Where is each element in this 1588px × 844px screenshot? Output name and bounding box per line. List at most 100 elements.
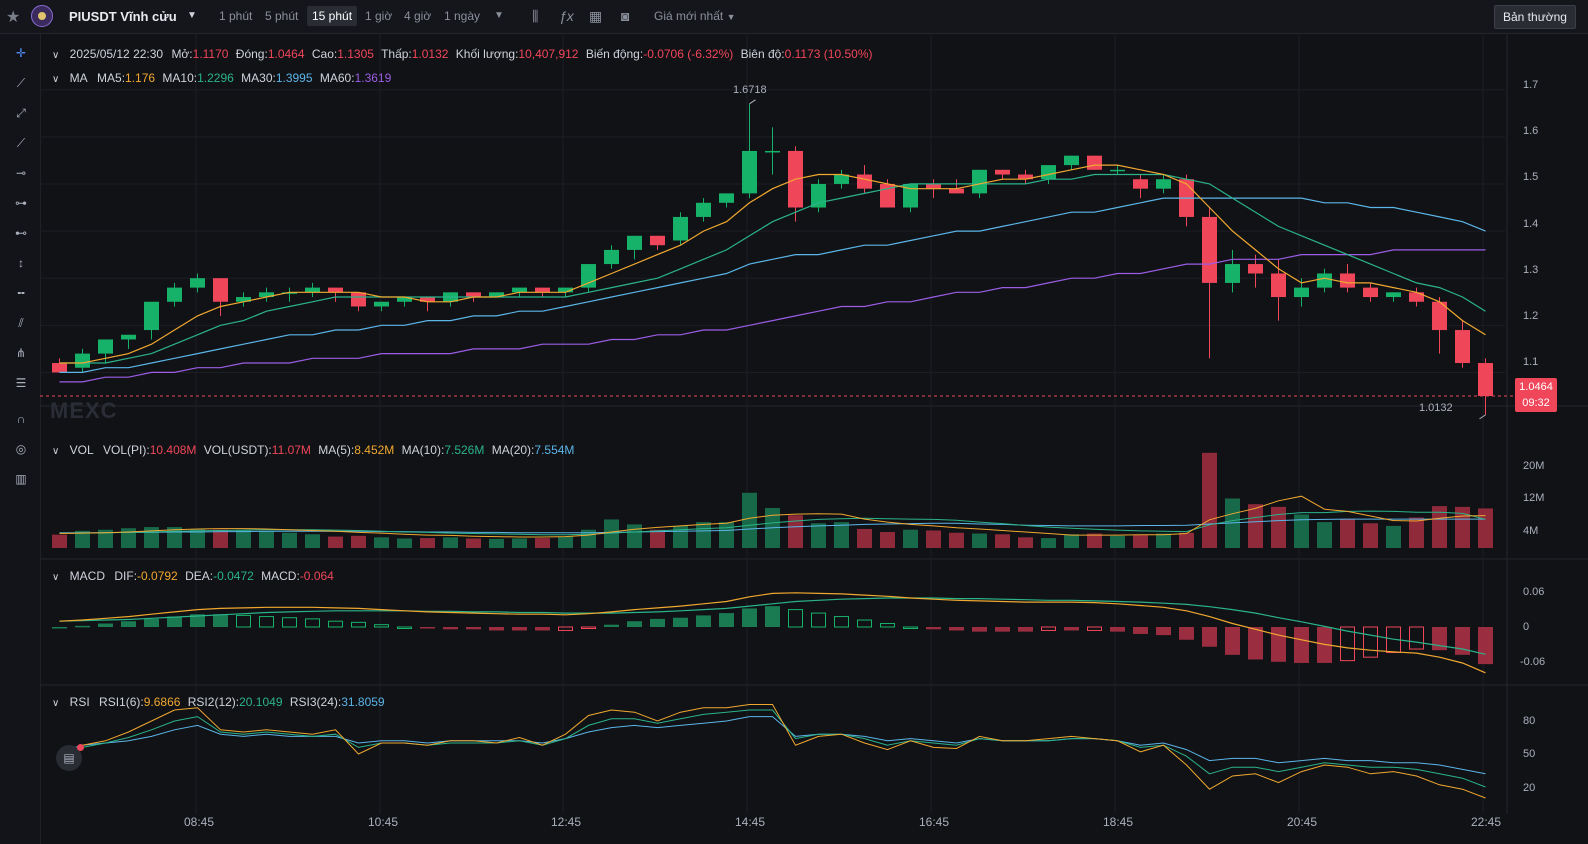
symbol-title[interactable]: PIUSDT Vĩnh cửu <box>69 9 177 24</box>
macd-histogram-bar <box>857 619 872 628</box>
candle-body <box>282 292 297 294</box>
macd-histogram-bar <box>213 614 228 627</box>
candle-body <box>926 183 941 189</box>
candle-body <box>604 249 619 265</box>
macd-histogram-bar <box>259 616 274 628</box>
macd-histogram-bar <box>972 627 987 632</box>
calendar-notification-icon[interactable]: ▤ <box>56 744 84 771</box>
timeframe-1m[interactable]: 1 phút <box>219 9 253 23</box>
macd-histogram-bar <box>650 618 665 627</box>
horizontal-segment-icon[interactable]: ⊷ <box>15 226 27 240</box>
ohlc-legend: ∨ 2025/05/12 22:30 Mở:1.1170 Đóng:1.0464… <box>52 47 873 61</box>
collapse-chevron-icon[interactable]: ∨ <box>52 446 60 457</box>
candle-body <box>1248 264 1263 274</box>
macd-histogram-bar <box>351 621 366 628</box>
candle-body <box>627 235 642 250</box>
candle-body <box>190 278 205 288</box>
trend-line-icon[interactable]: ⟋ <box>16 76 26 90</box>
candle-body <box>1202 216 1217 283</box>
candle-body <box>1064 155 1079 166</box>
macd-histogram-bar <box>397 626 412 629</box>
timeframe-15m[interactable]: 15 phút <box>307 6 358 26</box>
candle-body <box>1317 273 1332 288</box>
candle-type-icon[interactable]: ⫼ <box>532 8 539 24</box>
collapse-chevron-icon[interactable]: ∨ <box>52 74 60 85</box>
crosshair-icon[interactable]: ✛ <box>15 46 27 60</box>
rsi-tick: 20 <box>1523 782 1536 794</box>
candle-body <box>1087 155 1102 170</box>
volume-bar <box>719 522 734 548</box>
price-line-icon[interactable]: ╍ <box>17 286 25 300</box>
rsi-tick: 50 <box>1523 748 1536 760</box>
macd-histogram-bar <box>926 627 941 630</box>
more-timeframes-icon[interactable]: ▼ <box>494 10 504 21</box>
candle-body <box>696 202 711 217</box>
candle-body <box>995 169 1010 175</box>
chart-area[interactable]: MEXC ∨ 2025/05/12 22:30 Mở:1.1170 Đóng:1… <box>40 34 1588 844</box>
volume-bar <box>52 534 67 548</box>
magnet-icon[interactable]: ∩ <box>16 412 26 426</box>
low-marker-pointer <box>1479 414 1486 420</box>
favorite-star-icon[interactable]: ★ <box>6 9 21 26</box>
macd-histogram-bar <box>1064 627 1079 631</box>
volume-bar <box>627 524 642 548</box>
volume-bar <box>1386 525 1401 548</box>
horizontal-line-icon[interactable]: ⊸ <box>15 166 27 180</box>
candle-body <box>1133 179 1148 189</box>
indicator-fx-icon[interactable]: ƒx <box>559 8 574 24</box>
price-type-select[interactable]: Giá mới nhất ▼ <box>654 9 736 23</box>
candle-body <box>972 169 987 194</box>
candle-body <box>328 287 343 293</box>
delete-drawings-icon[interactable]: ▥ <box>15 472 27 486</box>
timeframe-1h[interactable]: 1 giờ <box>365 9 393 23</box>
collapse-chevron-icon[interactable]: ∨ <box>52 572 60 583</box>
volume-bar <box>949 532 964 548</box>
macd-legend: ∨ MACD DIF:-0.0792 DEA:-0.0472 MACD:-0.0… <box>52 569 334 583</box>
candle-body <box>466 292 481 298</box>
hide-drawings-icon[interactable]: ◎ <box>15 442 27 456</box>
volume-bar <box>903 529 918 548</box>
macd-histogram-bar <box>489 627 504 631</box>
drawing-toolbar: ✛ ⟋ ⤢ ⟋ ⊸ ⊶ ⊷ ↕ ╍ ⫽ ⋔ ☰ ∩ ◎ ▥ <box>0 34 41 844</box>
extended-line-icon[interactable]: ⟋ <box>16 136 26 150</box>
volume-bar <box>397 538 412 548</box>
macd-histogram-bar <box>144 618 159 627</box>
timeframe-1d[interactable]: 1 ngày <box>444 9 481 23</box>
parallel-channel-icon[interactable]: ⫽ <box>18 316 24 330</box>
macd-histogram-bar <box>121 621 136 627</box>
candle-body <box>397 297 412 302</box>
candle-body <box>1432 301 1447 331</box>
timeframe-5m[interactable]: 5 phút <box>265 9 299 23</box>
macd-tick: 0 <box>1523 621 1530 633</box>
collapse-chevron-icon[interactable]: ∨ <box>52 698 60 709</box>
candle-body <box>374 301 389 307</box>
horizontal-ray-icon[interactable]: ⊶ <box>15 196 27 210</box>
candle-body <box>213 278 228 302</box>
candle-body <box>1271 273 1286 298</box>
time-tick: 12:45 <box>551 815 582 829</box>
volume-bar <box>259 531 274 548</box>
candle-body <box>535 287 550 293</box>
layout-grid-icon[interactable]: ▦ <box>589 8 603 24</box>
vertical-line-icon[interactable]: ↕ <box>18 256 24 270</box>
ray-line-icon[interactable]: ⤢ <box>16 106 26 120</box>
time-tick: 14:45 <box>735 815 766 829</box>
macd-histogram-bar <box>581 626 596 629</box>
macd-histogram-bar <box>1110 627 1125 632</box>
candle-body <box>121 334 136 340</box>
fibonacci-icon[interactable]: ☰ <box>15 376 27 390</box>
volume-bar <box>1248 504 1263 548</box>
camera-icon[interactable]: ◙ <box>621 8 630 24</box>
price-tick: 1.4 <box>1523 218 1539 230</box>
candle-body <box>581 264 596 288</box>
pitchfork-icon[interactable]: ⋔ <box>15 346 27 360</box>
time-tick: 10:45 <box>368 815 399 829</box>
volume-bar <box>190 528 205 548</box>
volume-bar <box>1202 452 1217 548</box>
chart-canvas[interactable] <box>40 34 1588 844</box>
macd-histogram-bar <box>788 609 803 628</box>
collapse-chevron-icon[interactable]: ∨ <box>52 50 60 61</box>
view-mode-button[interactable]: Bản thường <box>1494 5 1576 29</box>
timeframe-4h[interactable]: 4 giờ <box>404 9 432 23</box>
symbol-dropdown-icon[interactable]: ▼ <box>187 10 197 21</box>
